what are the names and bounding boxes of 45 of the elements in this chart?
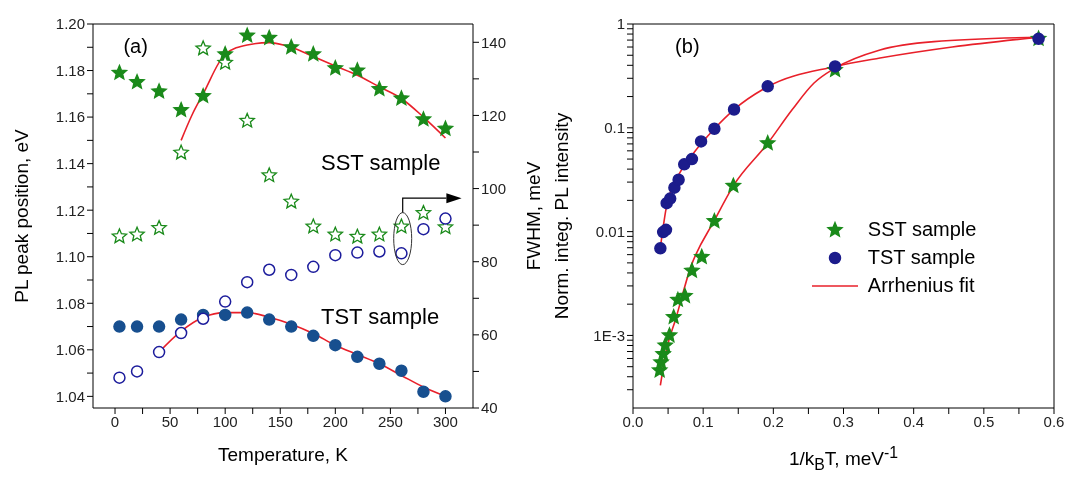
x-tick-label: 0.0 — [622, 412, 644, 430]
y2-tick-label: 80 — [481, 253, 498, 271]
y-tick-label: 1.18 — [55, 61, 85, 79]
y2-axis-title: FWHM, meV — [523, 161, 545, 270]
x-tick-label: 0.2 — [762, 412, 784, 430]
y2-tick-label: 40 — [481, 399, 498, 417]
legend-label: TST sample — [867, 246, 976, 269]
y-axis-title: PL peak position, eV — [11, 128, 33, 303]
x-tick-label: 200 — [322, 412, 348, 430]
x-tick-label: 0.1 — [692, 412, 714, 430]
annotation: TST sample — [321, 304, 440, 331]
x-tick-label: 0.5 — [973, 412, 995, 430]
y-tick-label: 1.10 — [55, 248, 85, 266]
x-tick-label: 150 — [267, 412, 293, 430]
y-tick-label: 1.06 — [55, 341, 85, 359]
y2-tick-label: 100 — [481, 179, 507, 197]
y-tick-label: 1.04 — [55, 387, 85, 405]
x-tick-label: 0.3 — [833, 412, 854, 430]
x-tick-label: 0 — [110, 412, 120, 430]
x-tick-label: 100 — [212, 412, 238, 430]
legend-label: Arrhenius fit — [867, 274, 975, 297]
x-tick-label: 300 — [432, 412, 458, 430]
annotation: (b) — [675, 34, 700, 58]
y2-tick-label: 120 — [481, 106, 507, 124]
legend-label: SST sample — [867, 218, 977, 241]
y-tick-label: 1.08 — [55, 294, 85, 312]
y-tick-label: 1.14 — [55, 154, 85, 172]
x-tick-label: 0.4 — [903, 412, 925, 430]
x-tick-label: 50 — [161, 412, 179, 430]
x-tick-label: 250 — [377, 412, 403, 430]
y-tick-label: 0.01 — [595, 222, 625, 240]
y-tick-label: 1.20 — [55, 15, 85, 33]
y-tick-label: 0.1 — [604, 119, 625, 137]
y-tick-label: 1.12 — [55, 201, 85, 219]
y-tick-label: 1.16 — [55, 108, 85, 126]
y-tick-label: 1E-3 — [593, 326, 625, 344]
x-axis-title: 1/k$_{B}$T, meV$^{-1}$ — [787, 444, 900, 475]
y-axis-title: Norm. integ. PL intensity — [551, 112, 573, 319]
annotation: (a) — [123, 34, 148, 58]
annotation: SST sample — [321, 150, 441, 177]
x-axis-title: Temperature, K — [217, 444, 349, 466]
x-tick-label: 0.6 — [1043, 412, 1065, 430]
y-tick-label: 1 — [616, 15, 625, 33]
y2-tick-label: 140 — [481, 33, 507, 51]
y2-tick-label: 60 — [481, 326, 498, 344]
